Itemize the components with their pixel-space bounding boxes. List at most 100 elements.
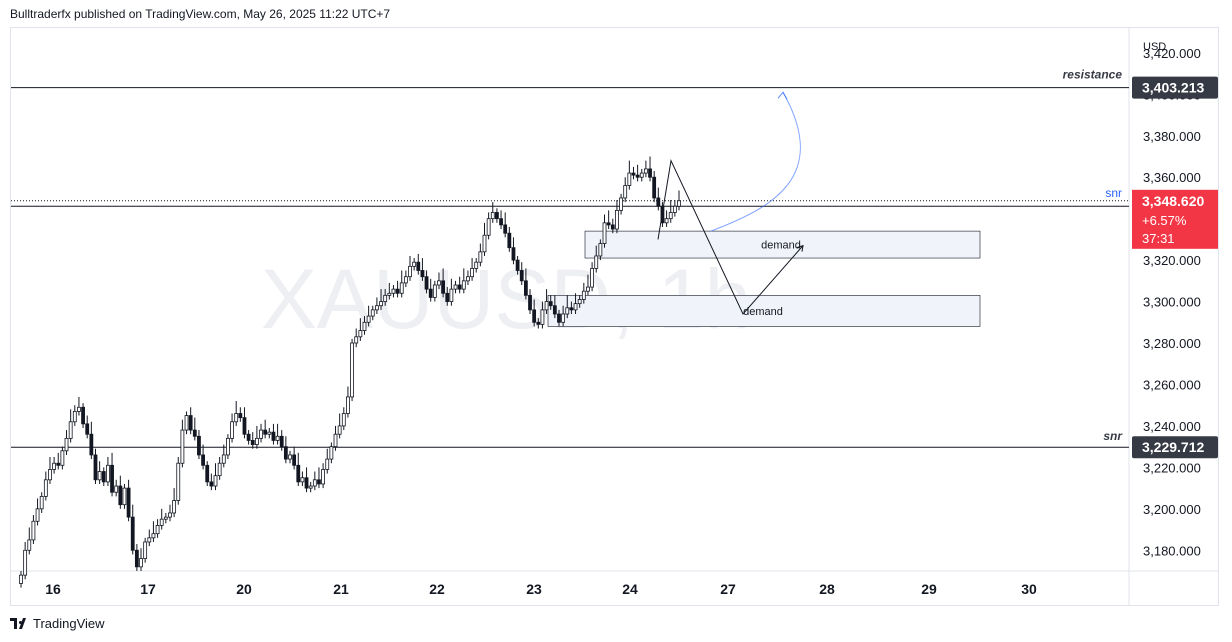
candle <box>114 485 119 493</box>
candle <box>379 301 383 307</box>
candle <box>134 549 139 568</box>
candle <box>466 276 470 282</box>
candle <box>43 479 48 497</box>
candle <box>403 276 408 284</box>
snr-label: snr <box>1105 186 1122 200</box>
x-tick-label: 29 <box>921 581 937 597</box>
candle <box>139 558 143 568</box>
snr-price-tag[interactable] <box>1132 436 1218 459</box>
candle <box>143 541 148 559</box>
candle <box>188 415 193 431</box>
candle <box>408 265 412 278</box>
snr-label: snr <box>1103 429 1123 443</box>
candle <box>346 396 350 414</box>
candle <box>511 247 516 261</box>
candle <box>374 305 379 311</box>
x-tick-label: 23 <box>526 581 542 597</box>
candle <box>312 479 317 487</box>
candle <box>561 313 566 323</box>
candle <box>598 243 603 257</box>
candle <box>631 172 636 176</box>
candle <box>329 446 334 460</box>
current-price-tag[interactable] <box>1132 189 1218 249</box>
candle <box>623 185 628 199</box>
snr-price-tag-text: 3,229.712 <box>1142 439 1204 455</box>
resistance-label: resistance <box>1063 68 1123 82</box>
candle <box>39 495 44 510</box>
candle <box>48 469 52 481</box>
resistance-price-tag[interactable] <box>1132 76 1218 99</box>
demand-zone[interactable] <box>584 230 981 259</box>
candle <box>432 284 437 298</box>
candle <box>486 218 491 236</box>
candle <box>519 270 524 282</box>
candle <box>304 477 309 489</box>
x-tick-label: 16 <box>45 581 61 597</box>
demand-zone[interactable] <box>547 295 981 327</box>
candle <box>424 276 429 290</box>
x-tick-label: 20 <box>236 581 252 597</box>
candle <box>209 481 214 487</box>
resistance-price-tag-text: 3,403.213 <box>1142 80 1204 96</box>
candle <box>399 282 404 294</box>
candle <box>77 406 81 412</box>
candle <box>172 500 177 514</box>
candlestick-chart[interactable]: XAUUSD, 1hdemanddemandresistancesnrsnrUS… <box>11 28 1218 605</box>
candle <box>192 429 197 437</box>
candle <box>672 205 677 213</box>
chart-frame[interactable]: XAUUSD, 1h demand demand resistance snr snr US… <box>10 27 1219 606</box>
candle <box>507 232 512 249</box>
x-tick-label: 17 <box>140 581 156 597</box>
candle <box>52 462 57 470</box>
candle <box>155 525 160 535</box>
candle <box>89 433 94 456</box>
candle <box>557 313 561 323</box>
candle <box>97 471 102 481</box>
currency-label: USD <box>1143 41 1166 53</box>
candle <box>259 429 263 439</box>
candle <box>358 330 363 338</box>
candle <box>573 303 578 311</box>
y-tick-label: 3,260.000 <box>1143 377 1201 392</box>
candle <box>333 433 338 448</box>
candle <box>168 512 172 518</box>
candle <box>677 200 681 207</box>
candle <box>416 261 421 271</box>
candle <box>93 454 98 481</box>
candle <box>544 301 549 311</box>
candle <box>271 431 276 441</box>
candle <box>31 520 36 541</box>
y-tick-label: 3,320.000 <box>1143 253 1201 268</box>
candle <box>577 299 582 305</box>
candle <box>523 280 528 296</box>
candle <box>602 222 607 244</box>
candle <box>627 172 632 186</box>
candle <box>159 518 164 526</box>
candle <box>176 462 181 501</box>
candle <box>325 458 330 470</box>
candle <box>250 440 255 445</box>
candle <box>652 176 657 199</box>
tradingview-brand[interactable]: TradingView <box>33 616 105 631</box>
tradingview-logo-icon[interactable] <box>10 617 28 630</box>
candle <box>283 446 288 460</box>
candle <box>648 168 652 178</box>
candle <box>275 435 280 441</box>
target-arrow[interactable] <box>710 92 801 232</box>
candle <box>635 174 640 178</box>
y-tick-label: 3,300.000 <box>1143 295 1201 310</box>
candle <box>151 533 156 539</box>
candle <box>420 270 425 278</box>
candle <box>68 421 73 439</box>
candle <box>536 321 541 325</box>
candle <box>267 431 272 435</box>
candle <box>590 268 594 288</box>
candle <box>668 212 673 220</box>
projection-path[interactable] <box>657 158 804 315</box>
candle <box>197 435 201 456</box>
candle <box>126 487 131 518</box>
footer: TradingView <box>10 616 105 631</box>
y-tick-label: 3,280.000 <box>1143 336 1201 351</box>
candle <box>354 336 359 344</box>
candle <box>27 539 32 551</box>
